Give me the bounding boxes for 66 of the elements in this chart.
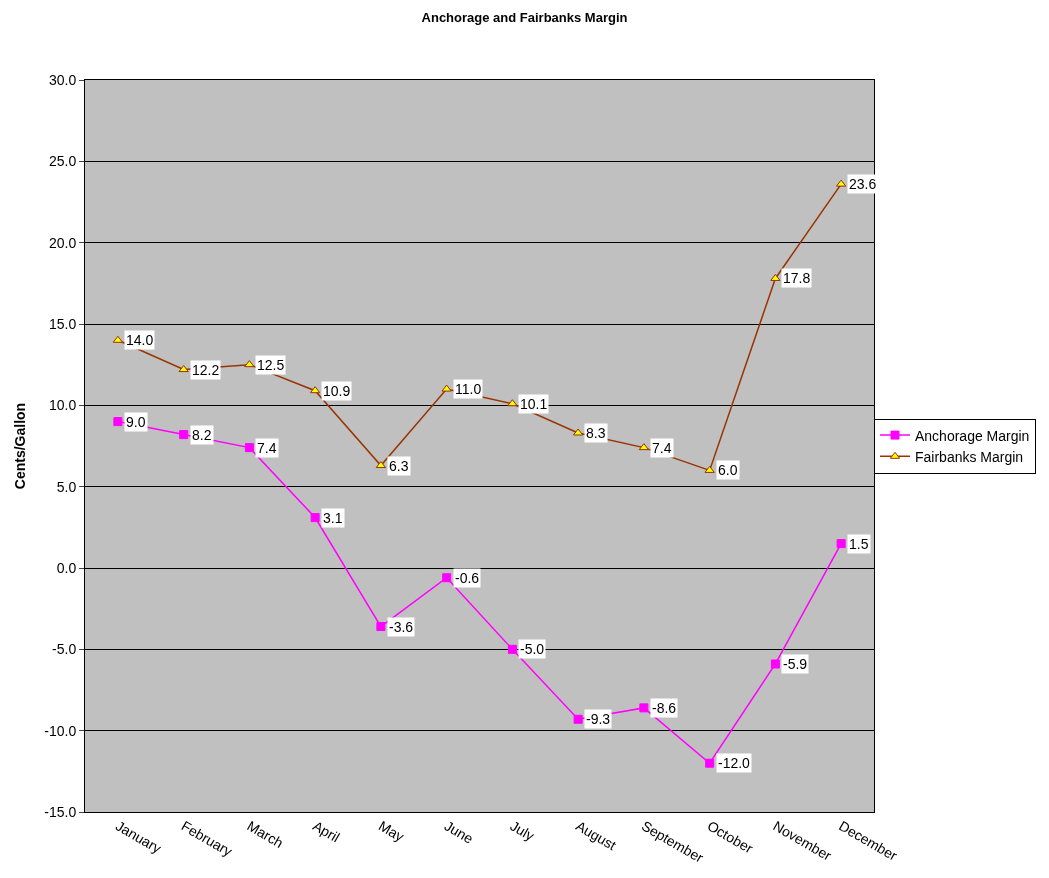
y-tick-label: 10.0: [48, 397, 77, 414]
point: [442, 573, 452, 583]
point: [376, 622, 386, 632]
point: [310, 513, 320, 523]
point: [441, 384, 452, 392]
y-tick-label: 25.0: [48, 153, 77, 170]
data-label: -9.3: [586, 711, 611, 727]
y-tick-label: -15.0: [44, 803, 77, 820]
data-label: 3.1: [323, 510, 343, 526]
point: [507, 644, 517, 654]
point: [639, 703, 649, 713]
data-label: 7.4: [652, 440, 672, 456]
legend-label: Fairbanks Margin: [915, 448, 1024, 465]
y-axis-title: Cents/Gallon: [11, 402, 28, 490]
point: [178, 365, 189, 373]
data-label: -8.6: [652, 700, 677, 716]
chart-title: Anchorage and Fairbanks Margin: [421, 10, 628, 26]
y-tick-label: 0.0: [56, 559, 77, 576]
point: [507, 399, 518, 407]
data-label: 8.2: [192, 427, 212, 443]
data-label: 12.2: [192, 362, 220, 378]
x-tick-label: July: [507, 817, 537, 844]
point: [770, 273, 781, 281]
point: [244, 360, 255, 368]
data-label: 1.5: [849, 536, 869, 552]
data-label: 7.4: [257, 440, 277, 456]
data-label: 14.0: [126, 332, 154, 348]
data-label: -12.0: [718, 755, 751, 771]
point: [704, 465, 715, 473]
data-label: 10.9: [323, 383, 351, 399]
y-tick-label: 20.0: [48, 234, 77, 251]
data-label: 6.0: [718, 462, 738, 478]
point: [113, 417, 123, 427]
data-label: 17.8: [783, 270, 811, 286]
y-tick-label: -5.0: [52, 641, 77, 658]
point: [375, 461, 386, 469]
point: [573, 714, 583, 724]
point: [705, 758, 715, 768]
data-label: 12.5: [257, 357, 285, 373]
y-tick-label: 30.0: [48, 71, 77, 88]
point: [770, 659, 780, 669]
x-tick-label: April: [310, 817, 343, 846]
y-tick-label: -10.0: [44, 722, 77, 739]
data-label: -5.0: [520, 641, 545, 657]
x-tick-label: June: [441, 817, 477, 847]
data-label: 10.1: [520, 396, 548, 412]
y-tick-label: 15.0: [48, 315, 77, 332]
point: [573, 428, 584, 436]
data-label: 11.0: [455, 381, 482, 397]
data-label: -5.9: [783, 656, 808, 672]
data-label: 6.3: [389, 458, 409, 474]
point: [112, 335, 123, 343]
data-label: 9.0: [126, 414, 146, 430]
point: [638, 443, 649, 451]
point: [836, 539, 846, 549]
data-label: -0.6: [455, 570, 480, 586]
y-tick-label: 5.0: [56, 478, 77, 495]
data-label: 23.6: [849, 176, 877, 192]
x-tick-label: May: [375, 817, 407, 845]
data-label: -3.6: [389, 619, 414, 635]
legend-label: Anchorage Margin: [915, 427, 1030, 444]
point: [179, 430, 189, 440]
data-label: 8.3: [586, 425, 606, 441]
point: [310, 386, 321, 394]
point: [836, 179, 847, 187]
point: [244, 443, 254, 453]
